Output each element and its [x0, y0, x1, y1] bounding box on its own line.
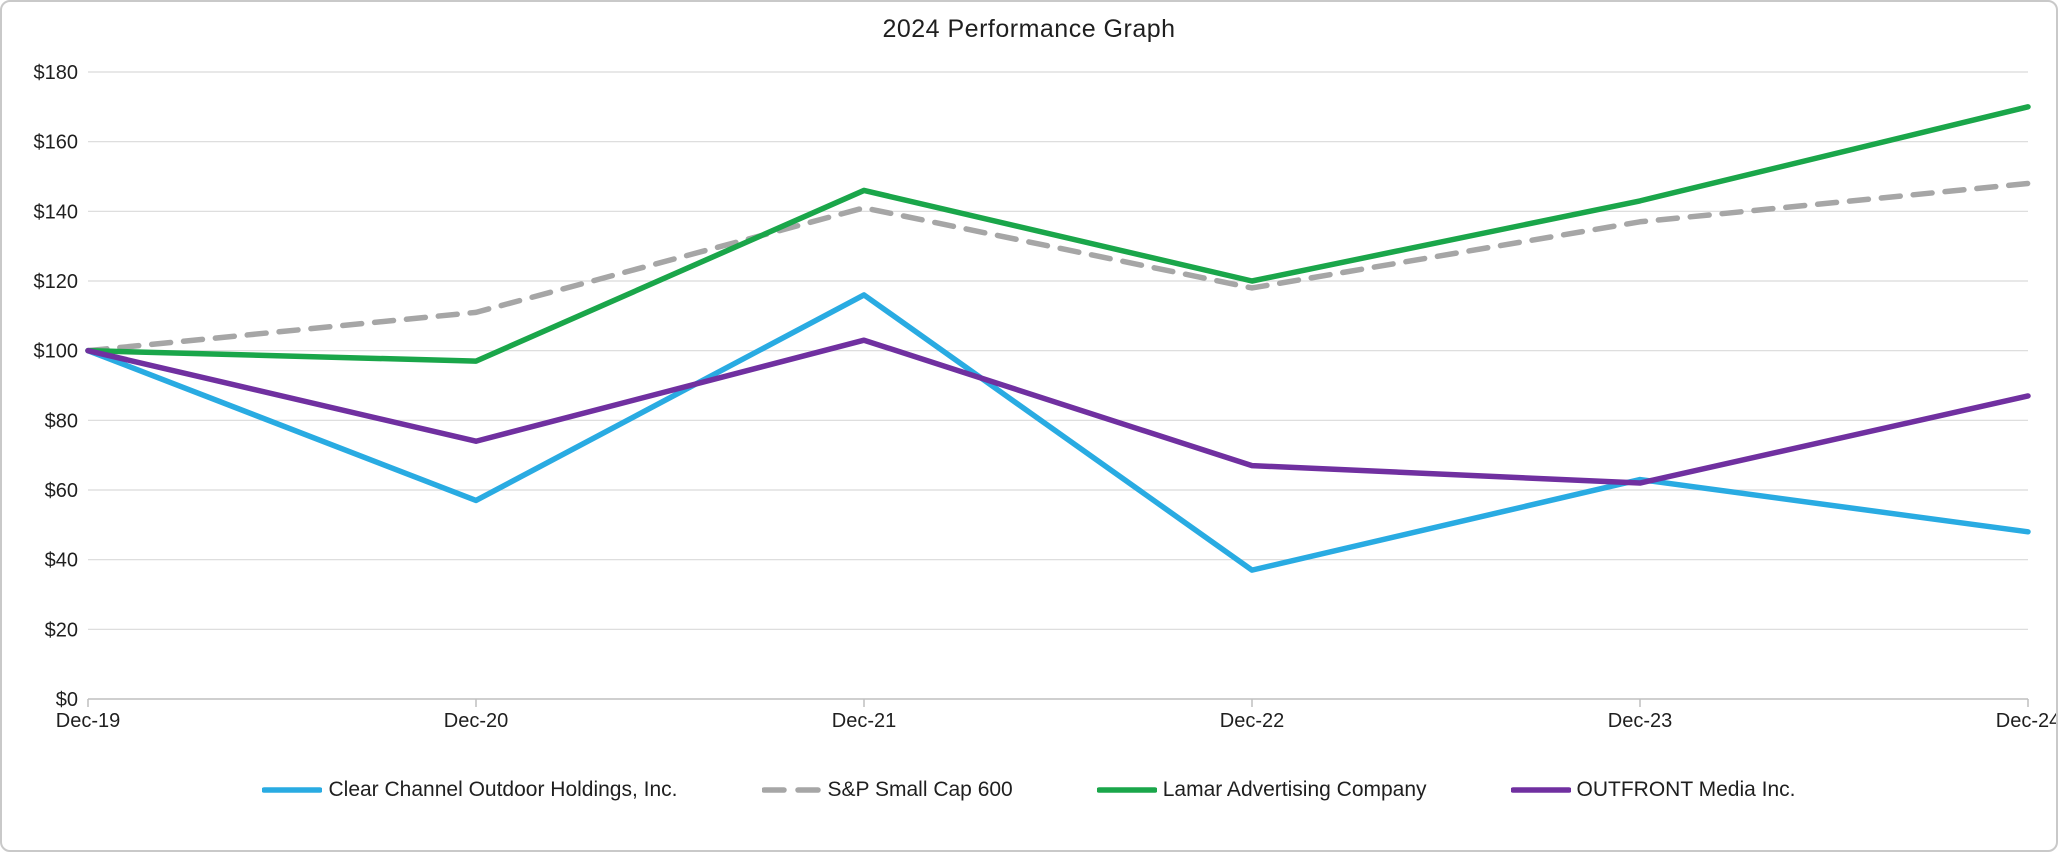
- series-line-1: [85, 292, 2031, 573]
- legend-item-2: S&P Small Cap 600: [761, 778, 1013, 802]
- y-tick-label: $120: [34, 271, 79, 293]
- legend-line-swatch: [262, 787, 323, 793]
- x-tick-label: Dec-21: [832, 710, 896, 732]
- legend-line-swatch: [1510, 787, 1571, 793]
- series-line-4: [85, 337, 2031, 486]
- legend-label: S&P Small Cap 600: [827, 778, 1013, 801]
- legend-item-4: OUTFRONT Media Inc.: [1510, 778, 1796, 802]
- x-tick-label: Dec-19: [56, 710, 120, 732]
- legend-label: Lamar Advertising Company: [1162, 778, 1427, 801]
- x-tick-label: Dec-23: [1608, 710, 1672, 732]
- chart-legend: Clear Channel Outdoor Holdings, Inc. S&P …: [2, 778, 2056, 802]
- series-line-2: [85, 180, 2031, 354]
- legend-item-3: Lamar Advertising Company: [1096, 778, 1427, 802]
- legend-line-swatch: [761, 787, 822, 793]
- y-tick-label: $60: [45, 480, 78, 502]
- series-line-3: [85, 104, 2031, 364]
- x-tick-label: Dec-24: [1996, 710, 2058, 732]
- y-tick-label: $160: [34, 132, 79, 154]
- y-tick-label: $140: [34, 201, 79, 223]
- y-tick-label: $20: [45, 619, 78, 641]
- x-tick-label: Dec-22: [1220, 710, 1284, 732]
- y-tick-label: $100: [34, 341, 79, 363]
- chart-title: 2024 Performance Graph: [882, 15, 1176, 43]
- x-tick-label: Dec-20: [444, 710, 508, 732]
- legend-label: OUTFRONT Media Inc.: [1576, 778, 1796, 801]
- y-tick-label: $80: [45, 410, 78, 432]
- y-tick-label: $40: [45, 550, 78, 572]
- legend-item-1: Clear Channel Outdoor Holdings, Inc.: [262, 778, 678, 802]
- legend-line-swatch: [1096, 787, 1157, 793]
- legend-label: Clear Channel Outdoor Holdings, Inc.: [328, 778, 678, 801]
- y-tick-label: $0: [56, 689, 78, 711]
- y-tick-label: $180: [34, 62, 79, 84]
